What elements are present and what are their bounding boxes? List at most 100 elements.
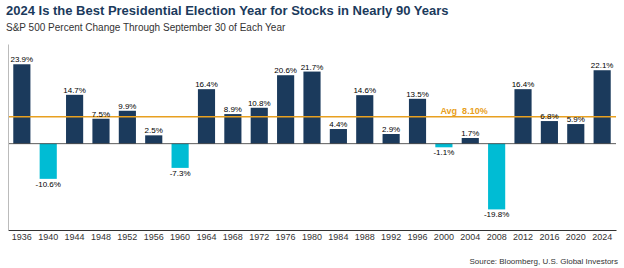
x-tick-label: 2024 bbox=[592, 232, 612, 242]
x-tick-label: 1960 bbox=[170, 232, 190, 242]
plot-area bbox=[8, 64, 616, 209]
x-tick-label: 1952 bbox=[117, 232, 137, 242]
chart: 2024 Is the Best Presidential Election Y… bbox=[0, 0, 624, 268]
bar bbox=[356, 95, 373, 143]
data-label: 2.9% bbox=[382, 125, 400, 134]
x-tick: 1996 bbox=[407, 230, 427, 242]
data-label: 22.1% bbox=[591, 61, 614, 70]
source: Source: Bloomberg, U.S. Global Investors bbox=[469, 257, 618, 266]
bar bbox=[66, 95, 83, 144]
data-label: 14.6% bbox=[353, 86, 376, 95]
subtitle: S&P 500 Percent Change Through September… bbox=[6, 22, 286, 33]
average-label: Avg 8.10% bbox=[440, 106, 487, 116]
bar bbox=[277, 75, 294, 143]
x-tick: 1940 bbox=[38, 230, 58, 242]
bar bbox=[541, 121, 558, 144]
bar bbox=[462, 138, 479, 144]
bar bbox=[119, 111, 136, 144]
y-axis bbox=[8, 45, 9, 231]
data-label: -7.3% bbox=[170, 169, 191, 178]
data-label: 20.6% bbox=[274, 66, 297, 75]
x-tick-label: 2020 bbox=[566, 232, 586, 242]
x-tick: 1944 bbox=[65, 230, 85, 242]
zero-line bbox=[8, 143, 616, 144]
x-tick: 1956 bbox=[144, 230, 164, 242]
data-label: 4.4% bbox=[329, 120, 347, 129]
data-label: -1.1% bbox=[433, 148, 454, 157]
x-tick: 1936 bbox=[12, 230, 32, 242]
x-tick-label: 1956 bbox=[144, 232, 164, 242]
x-tick: 1980 bbox=[302, 230, 322, 242]
x-tick: 1988 bbox=[355, 230, 375, 242]
x-tick: 2024 bbox=[592, 230, 612, 242]
data-label: 6.8% bbox=[540, 112, 558, 121]
x-tick: 1984 bbox=[328, 230, 348, 242]
bar bbox=[172, 144, 189, 168]
bars bbox=[13, 64, 610, 209]
bar bbox=[251, 108, 268, 144]
x-tick: 2008 bbox=[487, 230, 507, 242]
x-tick-label: 1936 bbox=[12, 232, 32, 242]
x-tick-label: 2016 bbox=[539, 232, 559, 242]
x-tick: 2000 bbox=[434, 230, 454, 242]
data-label: 21.7% bbox=[301, 63, 324, 72]
x-tick-label: 1948 bbox=[91, 232, 111, 242]
data-label: 13.5% bbox=[406, 90, 429, 99]
x-tick: 1976 bbox=[276, 230, 296, 242]
data-labels: 23.9% -10.6% 14.7% 7.5% 9.9% 2.5% -7.3% 16.4% 8.… bbox=[11, 55, 614, 219]
data-label: 16.4% bbox=[512, 80, 535, 89]
x-tick-label: 1984 bbox=[328, 232, 348, 242]
x-tick: 1964 bbox=[196, 230, 216, 242]
x-tick: 2020 bbox=[566, 230, 586, 242]
data-label: 10.8% bbox=[248, 99, 271, 108]
x-tick-label: 1968 bbox=[223, 232, 243, 242]
x-tick-label: 2008 bbox=[487, 232, 507, 242]
x-tick: 1952 bbox=[117, 230, 137, 242]
x-tick-label: 1976 bbox=[276, 232, 296, 242]
data-label: 8.9% bbox=[224, 105, 242, 114]
x-tick-label: 1992 bbox=[381, 232, 401, 242]
bar bbox=[488, 144, 505, 210]
x-tick-label: 1988 bbox=[355, 232, 375, 242]
x-tick: 2012 bbox=[513, 230, 533, 242]
x-tick: 1968 bbox=[223, 230, 243, 242]
x-tick-label: 1972 bbox=[249, 232, 269, 242]
x-tick-label: 1980 bbox=[302, 232, 322, 242]
bar bbox=[13, 64, 30, 143]
data-label: 16.4% bbox=[195, 80, 218, 89]
x-axis: 1936 1940 1944 1948 1952 1956 1960 1964 1968 1972… bbox=[9, 230, 617, 242]
bar bbox=[40, 144, 57, 179]
bar bbox=[224, 114, 241, 144]
y-axis-line bbox=[8, 45, 9, 231]
x-tick: 2004 bbox=[460, 230, 480, 242]
x-tick-label: 1944 bbox=[65, 232, 85, 242]
data-label: 5.9% bbox=[567, 115, 585, 124]
x-tick-label: 2004 bbox=[460, 232, 480, 242]
x-tick-label: 1940 bbox=[38, 232, 58, 242]
data-label: 23.9% bbox=[11, 55, 34, 64]
x-tick: 1972 bbox=[249, 230, 269, 242]
bar bbox=[92, 119, 109, 144]
data-label: -10.6% bbox=[36, 180, 61, 189]
bar bbox=[330, 129, 347, 144]
x-tick: 1960 bbox=[170, 230, 190, 242]
data-label: 2.5% bbox=[145, 126, 163, 135]
title: 2024 Is the Best Presidential Election Y… bbox=[6, 3, 448, 18]
x-tick-label: 2012 bbox=[513, 232, 533, 242]
data-label: -19.8% bbox=[484, 210, 509, 219]
bar bbox=[145, 135, 162, 143]
x-tick: 1948 bbox=[91, 230, 111, 242]
bar bbox=[383, 134, 400, 144]
bar bbox=[594, 70, 611, 143]
x-tick-label: 1996 bbox=[407, 232, 427, 242]
x-tick-label: 1964 bbox=[196, 232, 216, 242]
bar bbox=[567, 124, 584, 144]
data-label: 1.7% bbox=[461, 129, 479, 138]
x-tick: 2016 bbox=[539, 230, 559, 242]
data-label: 7.5% bbox=[92, 110, 110, 119]
bar bbox=[409, 99, 426, 144]
bar bbox=[435, 144, 452, 148]
data-label: 14.7% bbox=[63, 86, 86, 95]
x-axis-line bbox=[9, 230, 617, 231]
data-label: 9.9% bbox=[118, 102, 136, 111]
